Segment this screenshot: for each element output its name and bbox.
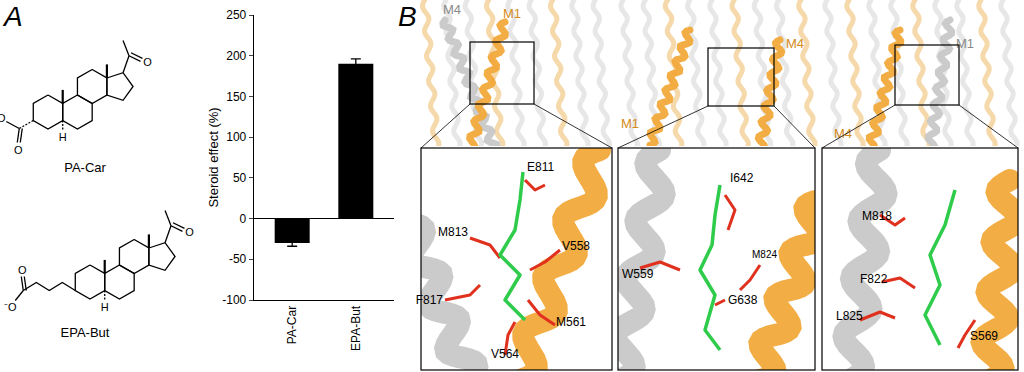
svg-text:E811: E811 (527, 160, 554, 174)
svg-text:50: 50 (233, 171, 247, 185)
svg-text:M1: M1 (503, 6, 521, 21)
svg-text:O: O (18, 264, 27, 276)
svg-text:S569: S569 (970, 329, 998, 343)
svg-text:PA-Car: PA-Car (285, 306, 299, 344)
svg-text:200: 200 (226, 49, 246, 63)
svg-text:M813: M813 (438, 225, 468, 239)
svg-text:M818: M818 (862, 209, 892, 223)
svg-text:L825: L825 (836, 309, 863, 323)
svg-text:M561: M561 (556, 315, 586, 329)
svg-text:M1: M1 (956, 36, 974, 51)
svg-text:EPA-But: EPA-But (349, 305, 363, 351)
svg-text:O: O (14, 144, 23, 156)
svg-text:⁻O: ⁻O (4, 301, 17, 313)
svg-text:H: H (59, 131, 67, 143)
svg-text:⁻O: ⁻O (0, 112, 6, 124)
svg-text:W559: W559 (622, 267, 654, 281)
svg-text:M4: M4 (443, 2, 461, 17)
svg-text:A: A (2, 1, 23, 32)
svg-text:V564: V564 (491, 347, 519, 361)
svg-text:-100: -100 (222, 293, 246, 307)
svg-text:O: O (185, 226, 194, 238)
svg-text:250: 250 (226, 8, 246, 22)
svg-text:F817: F817 (416, 293, 444, 307)
svg-text:M4: M4 (786, 36, 804, 51)
svg-text:100: 100 (226, 130, 246, 144)
svg-text:H: H (101, 301, 109, 313)
svg-text:F822: F822 (860, 272, 888, 286)
svg-text:I642: I642 (730, 171, 754, 185)
svg-text:0: 0 (240, 212, 247, 226)
svg-text:O: O (143, 56, 152, 68)
svg-text:Steroid effect (%): Steroid effect (%) (206, 107, 221, 207)
svg-text:PA-Car: PA-Car (64, 160, 106, 175)
svg-text:B: B (398, 1, 417, 32)
svg-text:EPA-But: EPA-But (61, 325, 110, 340)
svg-text:M4: M4 (834, 126, 852, 141)
svg-text:M1: M1 (621, 116, 639, 131)
svg-text:150: 150 (226, 90, 246, 104)
svg-text:-50: -50 (229, 252, 247, 266)
svg-text:V558: V558 (562, 239, 590, 253)
svg-text:G638: G638 (728, 293, 758, 307)
svg-text:M824: M824 (752, 249, 777, 260)
